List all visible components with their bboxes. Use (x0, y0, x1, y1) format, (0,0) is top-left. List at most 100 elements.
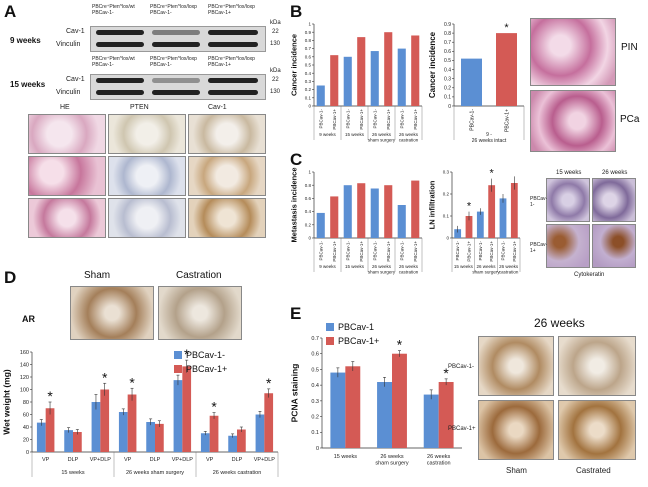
group-label: 15 weeks (345, 132, 365, 137)
y-tick-label: 0 (316, 446, 319, 452)
bar-label: PBCav-1+ (332, 109, 337, 130)
group-label: 26 weeks (476, 264, 496, 269)
y-tick-label: 1 (308, 22, 311, 27)
y-tick-label: 0 (448, 104, 451, 110)
label-sham-e: Sham (506, 466, 527, 475)
category-label: 15 weeks (334, 454, 357, 460)
micrograph-pin (530, 18, 616, 86)
category-label: DLP (150, 457, 161, 463)
kda-130-2: 130 (270, 89, 281, 95)
y-tick-label: 0.2 (305, 87, 312, 92)
group-label: 9 weeks (319, 264, 336, 269)
micrograph-ck-3 (546, 224, 590, 268)
micrograph-pcna-2 (558, 336, 636, 396)
micrograph-pca (530, 90, 616, 152)
label-26weeks-e: 26 weeks (534, 316, 585, 330)
micrograph-ck-2 (592, 178, 636, 222)
legend-label: PBCav-1+ (338, 336, 379, 346)
kda-label: kDa (270, 20, 281, 26)
row-label-15weeks: 15 weeks (10, 80, 46, 89)
pcna-row-label-2: PBCav-1+ (448, 426, 476, 432)
bar (423, 394, 439, 448)
bar-label: PBCav-1+ (467, 241, 472, 262)
bar (411, 35, 420, 107)
band (152, 78, 200, 83)
y-tick-label: 0.3 (311, 399, 319, 405)
significance-star: * (211, 399, 217, 415)
significance-star: * (266, 375, 272, 391)
bar-label: PBCav-1- (478, 241, 483, 261)
group-label: 26 weeks castration (213, 470, 262, 476)
category-label: VP+DLP (254, 457, 276, 463)
bar-label: PBCav-1- (318, 241, 323, 261)
stain-label-he: HE (60, 104, 70, 111)
y-tick-label: 0.2 (444, 86, 451, 92)
label-castration: Castration (176, 270, 222, 281)
bar (397, 205, 406, 238)
bar-label: PBCav-1+ (512, 241, 517, 262)
panel-letter-d: D (4, 268, 17, 287)
bar (454, 229, 462, 238)
category-label: 26 weeks (380, 454, 403, 460)
category-label: sham surgery (375, 461, 409, 467)
y-axis-label: Cancer incidence (428, 31, 437, 98)
y-tick-label: 0 (308, 104, 311, 109)
band (208, 90, 258, 95)
micro-row-label-1: PBCav-1- (530, 196, 548, 208)
bar (118, 412, 128, 452)
micrograph-pcna-1 (478, 336, 554, 396)
kda-22: 22 (272, 29, 279, 35)
y-tick-label: 120 (20, 375, 29, 381)
bar (73, 432, 82, 452)
y-tick-label: 0 (26, 450, 29, 456)
label-castrated-e: Castrated (576, 466, 611, 475)
bar (411, 180, 420, 238)
bar (357, 183, 366, 238)
chart-d: 0 20 40 60 80 100 120 140 160 Wet weight (mg) * VP D… (2, 346, 279, 477)
row-label-9weeks: 9 weeks (10, 36, 41, 45)
genotype-3b: PBCre⁺Pten^lox/loxp PBCav-1+ (208, 56, 255, 68)
bar-label: PBCav-1+ (413, 109, 418, 130)
group-label: 15 weeks (345, 264, 365, 269)
micrograph-cav1-2 (188, 156, 266, 196)
group-label: 26 weeks (372, 264, 392, 269)
bar (228, 435, 237, 452)
legend-label: PBCav-1+ (186, 364, 227, 374)
y-axis-label: LN infiltration (428, 180, 437, 229)
bar-label: PBCav-1+ (386, 109, 391, 130)
label-sham: Sham (84, 270, 111, 281)
micro-label-26weeks: 26 weeks (602, 170, 628, 176)
y-tick-label: 0.9 (305, 30, 312, 35)
band (96, 90, 144, 95)
micrograph-he-1 (28, 114, 106, 154)
chart-c1: 0 0.2 0.4 0.6 0.8 1 Metastasis incidence PBCav-… (290, 167, 423, 275)
y-tick-label: 0.1 (311, 430, 319, 436)
micrograph-ar-castration (158, 286, 242, 340)
group-label: 26 weeks sham surgery (126, 470, 184, 476)
bar (45, 408, 55, 452)
y-axis-label: Metastasis incidence (290, 167, 299, 242)
bar-label: PBCav-1+ (359, 109, 364, 130)
micrograph-ck-1 (546, 178, 590, 222)
micrograph-pten-1 (108, 114, 186, 154)
y-tick-label: 0.1 (444, 95, 451, 101)
y-tick-label: 0.7 (311, 336, 319, 342)
bar (330, 196, 339, 238)
bar-label: PBCav-1+ (413, 241, 418, 262)
significance-star: * (490, 168, 495, 180)
bar-label: PBCav-1+ (504, 109, 510, 132)
bar (64, 430, 73, 452)
micrograph-pcna-4 (558, 400, 636, 460)
category-label: castration (427, 461, 451, 467)
bar-label: PBCav-1- (372, 241, 377, 261)
category-label: VP (206, 457, 214, 463)
group-label: sham surgery (368, 270, 396, 275)
y-tick-label: 0.5 (311, 367, 319, 373)
stain-label-pten: PTEN (130, 104, 149, 111)
group-label: 15 weeks (454, 264, 474, 269)
bar (397, 48, 406, 106)
group-label: sham surgery (368, 138, 396, 143)
bar-label: PBCav-1+ (489, 241, 494, 262)
label-ar: AR (22, 314, 35, 324)
bar (100, 389, 110, 452)
